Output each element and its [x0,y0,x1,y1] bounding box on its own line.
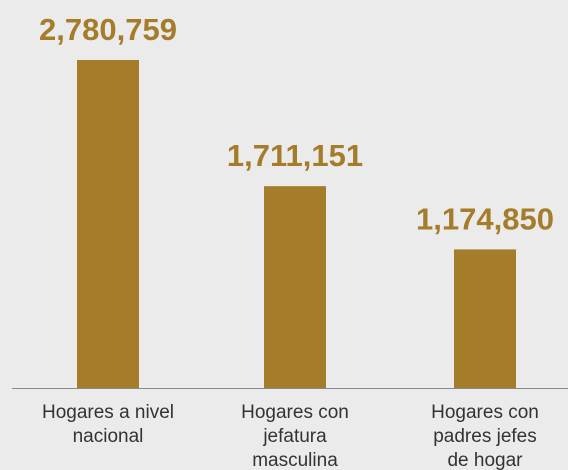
bar-1 [77,60,139,388]
x-tick-label-1-line-2: nacional [73,426,144,447]
x-tick-label-2-line-3: masculina [252,450,338,470]
x-tick-label-1-line-1: Hogares a nivel [42,402,174,423]
x-tick-label-3-line-3: de hogar [447,450,523,470]
x-tick-label-3-line-2: padres jefes [433,426,537,447]
data-label-2: 1,711,151 [227,138,363,173]
data-label-3: 1,174,850 [416,201,554,236]
x-tick-label-3-line-1: Hogares con [431,402,539,423]
x-tick-label-2-line-1: Hogares con [241,402,349,423]
bar-3 [454,249,516,388]
data-label-1: 2,780,759 [39,12,177,47]
bar-2 [264,186,326,388]
x-tick-label-2-line-2: jefatura [262,426,327,447]
